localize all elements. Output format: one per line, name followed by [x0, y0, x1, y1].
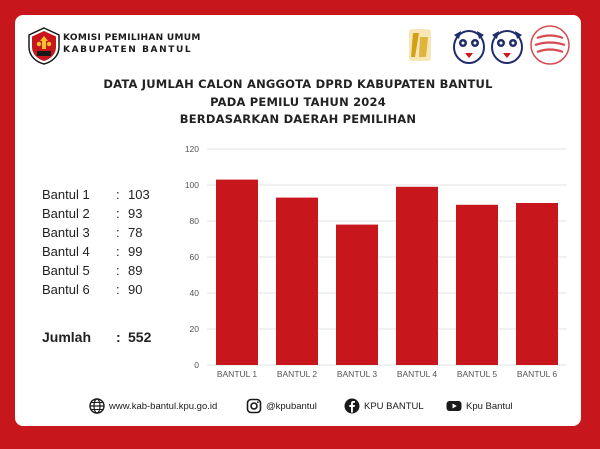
total-label: Jumlah: [42, 329, 92, 345]
bar: [216, 179, 258, 365]
x-tick-label: BANTUL 6: [517, 369, 558, 379]
stat-label: Bantul 1: [42, 187, 90, 202]
stat-separator: :: [116, 187, 120, 202]
website-text: www.kab-bantul.kpu.go.id: [109, 400, 218, 412]
youtube-text: Kpu Bantul: [466, 400, 513, 412]
bar: [456, 204, 498, 365]
y-tick-label: 0: [194, 360, 199, 370]
y-tick-label: 20: [190, 324, 200, 334]
election-emblem-icon: [409, 29, 431, 61]
header: KOMISI PEMILIHAN UMUM KABUPATEN BANTUL: [15, 15, 581, 73]
stat-separator: :: [116, 244, 120, 259]
stat-value: 90: [128, 282, 143, 297]
facebook-icon: [344, 398, 360, 414]
mascot-icon: [491, 30, 523, 64]
stat-value: 103: [128, 187, 150, 202]
total-separator: :: [116, 329, 121, 345]
stat-separator: :: [116, 225, 120, 240]
x-tick-label: BANTUL 5: [457, 369, 498, 379]
stat-value: 89: [128, 263, 143, 278]
stat-label: Bantul 5: [42, 263, 90, 278]
footer: www.kab-bantul.kpu.go.id @kpubantul KPU …: [15, 397, 581, 417]
youtube-icon: [446, 401, 462, 411]
globe-icon: [89, 398, 105, 414]
footer-facebook[interactable]: KPU BANTUL: [344, 397, 424, 415]
bar: [396, 186, 438, 365]
stat-label: Bantul 6: [42, 282, 90, 297]
stat-label: Bantul 4: [42, 244, 90, 259]
campaign-badge-icon: [530, 25, 570, 65]
stat-separator: :: [116, 206, 120, 221]
bar: [276, 197, 318, 365]
x-tick-label: BANTUL 1: [217, 369, 258, 379]
x-tick-label: BANTUL 4: [397, 369, 438, 379]
facebook-text: KPU BANTUL: [364, 400, 424, 412]
kpu-logo: [28, 27, 60, 65]
footer-website[interactable]: www.kab-bantul.kpu.go.id: [89, 397, 217, 415]
instagram-text: @kpubantul: [266, 400, 317, 412]
y-tick-label: 40: [190, 288, 200, 298]
footer-instagram[interactable]: @kpubantul: [246, 397, 317, 415]
y-tick-label: 80: [190, 216, 200, 226]
bar: [516, 203, 558, 365]
stat-value: 93: [128, 206, 143, 221]
chart-title-line1: DATA JUMLAH CALON ANGGOTA DPRD KABUPATEN…: [103, 77, 493, 91]
chart-title-line3: BERDASARKAN DAERAH PEMILIHAN: [179, 112, 417, 126]
x-tick-label: BANTUL 3: [337, 369, 378, 379]
stat-value: 99: [128, 244, 143, 259]
footer-youtube[interactable]: Kpu Bantul: [446, 397, 512, 415]
bar-chart: 0 20 40 60 80 100 120 BANTUL 1 BANTUL 2 BANTUL 3 B…: [185, 144, 567, 379]
stat-separator: :: [116, 282, 120, 297]
stat-label: Bantul 2: [42, 206, 90, 221]
header-emblems: [409, 25, 570, 65]
stat-separator: :: [116, 263, 120, 278]
org-name: KOMISI PEMILIHAN UMUM: [63, 33, 201, 43]
mascot-icon: [453, 30, 485, 64]
bar: [336, 224, 378, 365]
instagram-icon: [246, 398, 262, 414]
y-tick-label: 100: [185, 180, 199, 190]
stat-value: 78: [128, 225, 143, 240]
chart-title-line2: PADA PEMILU TAHUN 2024: [210, 95, 386, 109]
stat-label: Bantul 3: [42, 225, 90, 240]
y-tick-label: 120: [185, 144, 199, 154]
x-tick-label: BANTUL 2: [277, 369, 318, 379]
total-value: 552: [128, 329, 152, 345]
infographic-card: KOMISI PEMILIHAN UMUM KABUPATEN BANTUL: [15, 15, 581, 426]
y-tick-label: 60: [190, 252, 200, 262]
org-region: KABUPATEN BANTUL: [63, 45, 193, 55]
